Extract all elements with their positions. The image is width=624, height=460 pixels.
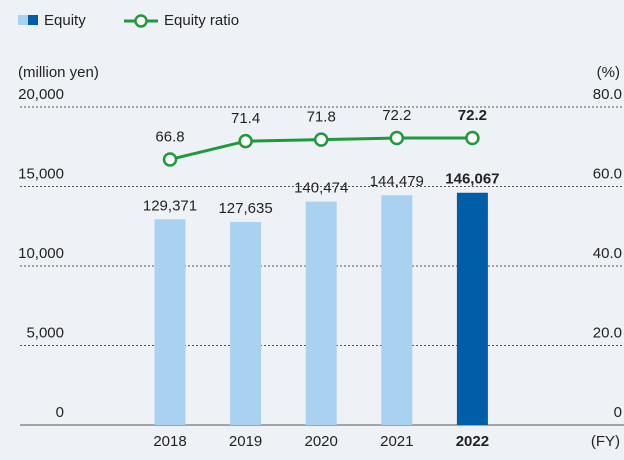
y-tick-label: 10,000: [18, 245, 64, 262]
y2-tick-label: 0: [614, 404, 622, 421]
bar-value-label: 127,635: [218, 200, 272, 217]
ratio-value-label: 72.2: [382, 107, 411, 124]
ratio-value-label: 72.2: [458, 107, 487, 124]
y-tick-label: 20,000: [18, 86, 64, 103]
bar: [381, 195, 413, 425]
x-axis-label: (FY): [591, 433, 620, 450]
y2-axis-label: (%): [597, 64, 620, 81]
bar: [154, 219, 186, 425]
ratio-value-label: 66.8: [155, 128, 184, 145]
bar: [305, 201, 337, 425]
y2-tick-label: 40.0: [593, 245, 622, 262]
y2-tick-label: 20.0: [593, 324, 622, 341]
bar-value-label: 144,479: [370, 173, 424, 190]
x-tick-label: 2020: [305, 433, 338, 450]
ratio-marker: [389, 130, 405, 146]
bar: [456, 192, 488, 425]
x-tick-label: 2022: [456, 433, 489, 450]
y-tick-label: 0: [56, 404, 64, 421]
y-axis-label: (million yen): [18, 64, 99, 81]
y-tick-label: 15,000: [18, 165, 64, 182]
legend-marker: [134, 14, 148, 28]
bar-value-label: 146,067: [445, 171, 499, 188]
legend-label: Equity: [44, 12, 86, 29]
bar: [230, 222, 262, 425]
y-tick-label: 5,000: [26, 324, 64, 341]
ratio-value-label: 71.8: [307, 109, 336, 126]
ratio-marker: [313, 132, 329, 147]
legend-swatch: [18, 15, 28, 25]
bar-value-label: 140,474: [294, 180, 348, 197]
x-tick-label: 2021: [380, 433, 413, 450]
y2-tick-label: 60.0: [593, 165, 622, 182]
x-tick-label: 2019: [229, 433, 262, 450]
ratio-marker: [238, 133, 253, 149]
bar-value-label: 129,371: [143, 197, 197, 214]
ratio-marker: [465, 130, 480, 146]
ratio-value-label: 71.4: [231, 110, 260, 127]
legend-swatch: [28, 15, 38, 25]
y2-tick-label: 80.0: [593, 86, 622, 103]
legend-label: Equity ratio: [164, 12, 239, 29]
x-tick-label: 2018: [153, 433, 186, 450]
ratio-marker: [162, 152, 178, 167]
